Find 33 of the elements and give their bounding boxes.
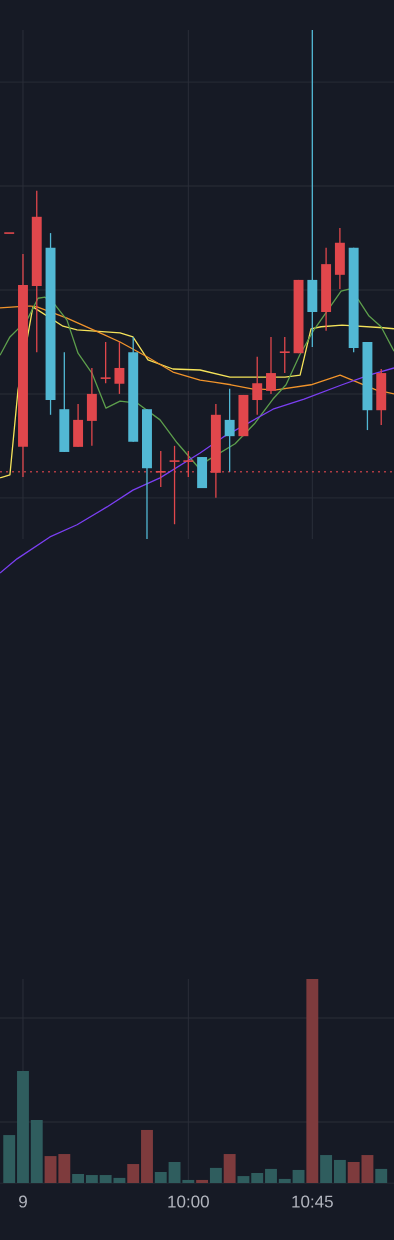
- candlestick: [252, 356, 263, 416]
- bar: [333, 1159, 346, 1183]
- bar: [154, 1171, 167, 1183]
- candlestick: [279, 336, 291, 374]
- bar: [72, 1174, 85, 1183]
- candlestick: [99, 341, 112, 384]
- candlestick: [224, 388, 235, 473]
- candlestick: [307, 29, 318, 348]
- bar: [292, 1169, 305, 1183]
- bar: [278, 1178, 291, 1183]
- bar: [58, 1154, 71, 1183]
- bar: [306, 979, 319, 1183]
- bar: [141, 1129, 153, 1183]
- bar: [223, 1154, 236, 1183]
- bar: [17, 1071, 29, 1183]
- bar: [85, 1175, 98, 1183]
- bar: [237, 1176, 250, 1183]
- candlestick: [266, 336, 276, 395]
- candlestick: [114, 341, 125, 395]
- bar: [30, 1119, 43, 1183]
- bar: [209, 1167, 222, 1183]
- bar: [44, 1156, 57, 1183]
- candlestick: [155, 450, 167, 488]
- bar: [265, 1168, 277, 1183]
- bar: [196, 1179, 209, 1183]
- bar: [127, 1164, 140, 1183]
- x-tick-label: 9: [19, 1195, 27, 1208]
- bar: [375, 1168, 388, 1183]
- x-tick-label: 10:00: [168, 1195, 209, 1208]
- x-tick-label: 10:45: [292, 1195, 333, 1208]
- bar: [320, 1155, 333, 1183]
- bar: [3, 1135, 16, 1183]
- bar: [251, 1173, 264, 1183]
